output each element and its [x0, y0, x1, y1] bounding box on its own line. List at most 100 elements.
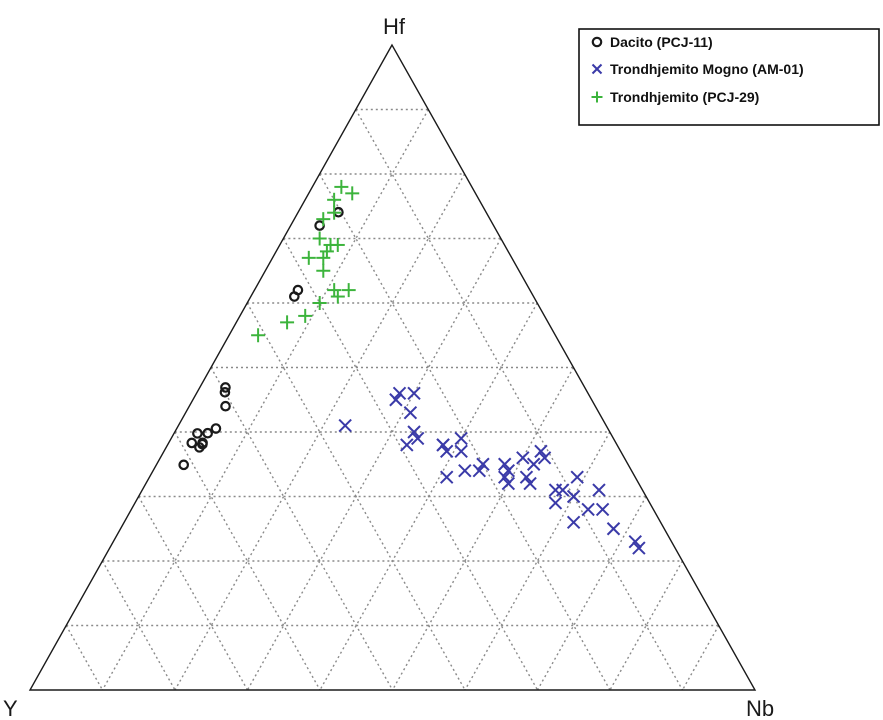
data-point-x [591, 63, 603, 75]
data-point-x [392, 386, 407, 401]
data-point-x [439, 444, 454, 459]
series-x [338, 386, 646, 555]
data-point-circle [178, 459, 190, 471]
data-point-x [389, 393, 403, 407]
data-point-x [628, 534, 642, 549]
data-point-circle [202, 427, 213, 439]
grid-layer [65, 108, 720, 691]
data-point-x [400, 438, 414, 452]
data-point-plus [341, 283, 356, 298]
legend-entries: Dacito (PCJ-11) Trondhjemito Mogno (AM-01… [591, 34, 804, 105]
data-point-circle [197, 437, 208, 449]
series-plus [251, 179, 360, 343]
data-point-x [595, 502, 610, 517]
data-point-x [407, 386, 421, 401]
grid-line-nb [319, 302, 538, 691]
data-point-x [516, 451, 530, 465]
data-point-plus [312, 231, 327, 246]
legend: Dacito (PCJ-11) Trondhjemito Mogno (AM-01… [578, 28, 880, 126]
data-point-x [606, 522, 621, 536]
data-point-x [537, 451, 552, 465]
data-point-plus [334, 179, 349, 194]
data-point-x [570, 470, 584, 484]
data-point-circle [192, 428, 203, 439]
grid-line-y [137, 496, 249, 691]
data-point-circle [186, 437, 198, 449]
data-point-plus [327, 205, 342, 220]
legend-box [578, 28, 880, 126]
data-point-x [476, 457, 490, 471]
points-layer [178, 179, 646, 555]
data-point-circle [220, 400, 231, 412]
data-point-plus [301, 250, 316, 265]
grid-line-y [174, 431, 321, 691]
grid-line-nb [681, 625, 720, 691]
grid-line-nb [101, 109, 429, 691]
legend-label: Trondhjemito Mogno (AM-01) [610, 61, 804, 77]
data-point-x [338, 418, 352, 433]
data-point-x [501, 463, 516, 478]
data-point-x [519, 470, 534, 484]
legend-label: Trondhjemito (PCJ-29) [610, 89, 759, 105]
series-circle [178, 206, 344, 471]
data-point-x [440, 470, 454, 484]
grid-line-nb [464, 431, 611, 691]
data-point-x [534, 444, 548, 459]
data-point-x [566, 489, 581, 504]
data-point-x [526, 457, 541, 471]
vertex-label-nb: Nb [746, 696, 774, 720]
legend-label: Dacito (PCJ-11) [610, 34, 713, 50]
data-point-x [454, 444, 468, 459]
triangle-frame [28, 43, 757, 691]
data-point-x [403, 405, 418, 420]
data-point-plus [319, 244, 334, 259]
data-point-plus [251, 328, 266, 343]
data-point-circle [210, 423, 222, 434]
data-point-x [498, 470, 512, 484]
data-point-circle [220, 382, 231, 393]
data-point-x [436, 438, 450, 452]
data-point-plus [327, 192, 342, 207]
data-point-x [566, 515, 581, 530]
data-point-x [523, 476, 537, 491]
data-point-x [592, 483, 606, 497]
grid-line-y [65, 625, 104, 691]
data-point-x [454, 431, 468, 446]
data-point-circle [219, 387, 231, 398]
grid-line-nb [391, 367, 575, 691]
data-point-x [632, 541, 646, 555]
vertex-label-hf: Hf [383, 14, 406, 39]
data-point-x [472, 463, 487, 478]
data-point-x [548, 483, 563, 497]
legend-entry: Trondhjemito (PCJ-29) [591, 89, 759, 105]
data-point-plus [280, 315, 295, 330]
data-point-x [407, 425, 421, 439]
data-point-x [548, 496, 563, 510]
grid-line-y [210, 367, 394, 691]
grid-line-nb [536, 496, 647, 691]
data-point-x [410, 431, 425, 446]
data-point-plus [298, 308, 313, 323]
data-point-plus [330, 289, 345, 304]
data-point-plus [316, 263, 331, 278]
data-point-x [581, 502, 595, 517]
data-point-x [497, 457, 512, 471]
data-point-x [458, 463, 472, 478]
data-point-plus [312, 296, 327, 310]
data-point-circle [289, 291, 300, 302]
legend-entry: Trondhjemito Mogno (AM-01) [591, 61, 804, 77]
grid-line-nb [246, 238, 502, 691]
data-point-plus [316, 212, 331, 227]
data-point-circle [591, 36, 603, 48]
data-point-x [501, 476, 516, 491]
data-point-plus [323, 237, 338, 252]
vertex-label-y: Y [3, 696, 18, 720]
data-point-plus [316, 250, 331, 265]
data-point-plus [345, 186, 360, 201]
grid-line-y [355, 109, 684, 691]
grid-line-y [282, 238, 539, 691]
data-point-plus [327, 283, 342, 298]
data-point-plus [591, 91, 603, 103]
legend-entry: Dacito (PCJ-11) [591, 34, 713, 50]
